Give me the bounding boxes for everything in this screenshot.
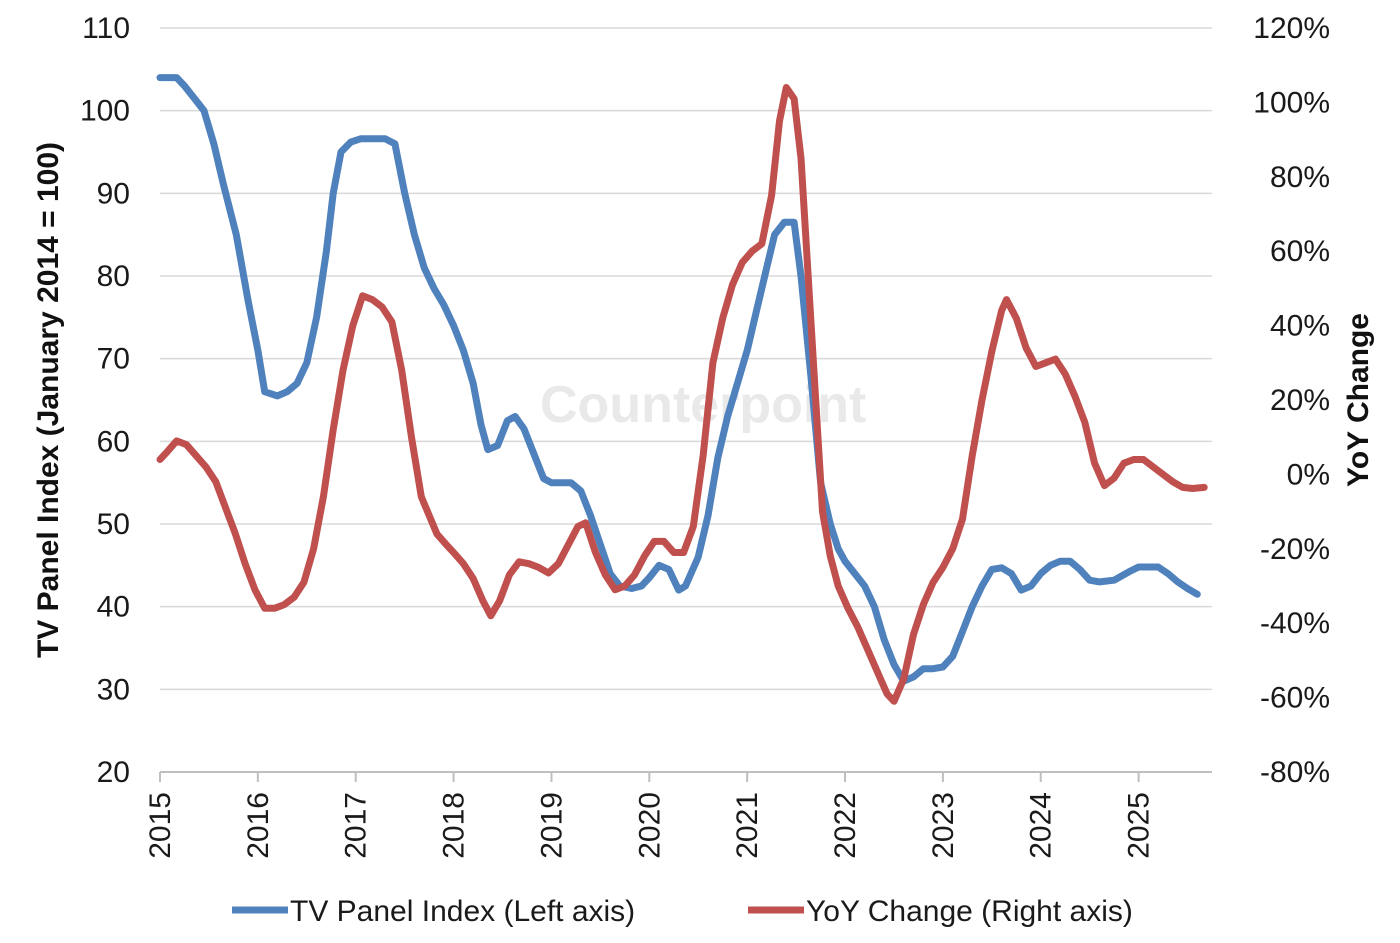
- x-tick-label: 2016: [242, 792, 275, 859]
- yoy-change-line: [156, 84, 1208, 705]
- x-tick-label: 2018: [438, 792, 471, 859]
- left-tick-label: 110: [82, 12, 130, 45]
- left-axis-ticks: 20 30 40 50 60 70 80 90 100 110: [80, 12, 130, 789]
- x-axis-ticks: 2015 2016 2017 2018 2019 2020 2021 2022 2023 2024…: [144, 772, 1156, 859]
- right-tick-label: 100%: [1253, 86, 1330, 119]
- x-tick-label: 2015: [144, 792, 177, 859]
- x-tick-label: 2022: [829, 792, 862, 859]
- left-tick-label: 70: [97, 343, 130, 376]
- right-tick-label: -40%: [1260, 607, 1330, 640]
- right-tick-label: 120%: [1253, 12, 1330, 45]
- x-tick-label: 2023: [927, 792, 960, 859]
- right-tick-label: -20%: [1260, 533, 1330, 566]
- left-tick-label: 100: [80, 95, 130, 128]
- left-tick-label: 40: [97, 591, 130, 624]
- legend-label-2: YoY Change (Right axis): [806, 895, 1133, 928]
- right-tick-label: 80%: [1270, 161, 1330, 194]
- legend-label-1: TV Panel Index (Left axis): [290, 895, 635, 928]
- x-tick-label: 2020: [633, 792, 666, 859]
- x-tick-label: 2019: [535, 792, 568, 859]
- tv-panel-index-line: [156, 74, 1201, 685]
- left-tick-label: 80: [97, 260, 130, 293]
- left-tick-label: 50: [97, 508, 130, 541]
- left-axis-title: TV Panel Index (January 2014 = 100): [32, 142, 65, 658]
- x-tick-label: 2021: [731, 792, 764, 859]
- right-tick-label: 20%: [1270, 384, 1330, 417]
- right-axis-ticks: -80% -60% -40% -20% 0% 20% 40% 60% 80% 100% 120%: [1253, 12, 1330, 789]
- right-axis-title: YoY Change: [1342, 313, 1375, 487]
- legend: TV Panel Index (Left axis) YoY Change (Ri…: [232, 895, 1133, 928]
- x-tick-label: 2025: [1123, 792, 1156, 859]
- x-tick-label: 2017: [340, 792, 373, 859]
- right-tick-label: 40%: [1270, 310, 1330, 343]
- right-tick-label: -80%: [1260, 756, 1330, 789]
- left-tick-label: 90: [97, 177, 130, 210]
- right-tick-label: 60%: [1270, 235, 1330, 268]
- left-tick-label: 30: [97, 673, 130, 706]
- left-tick-label: 60: [97, 425, 130, 458]
- right-tick-label: 0%: [1287, 458, 1330, 491]
- right-tick-label: -60%: [1260, 682, 1330, 715]
- series-lines: [156, 74, 1208, 705]
- x-tick-label: 2024: [1025, 792, 1058, 859]
- left-tick-label: 20: [97, 756, 130, 789]
